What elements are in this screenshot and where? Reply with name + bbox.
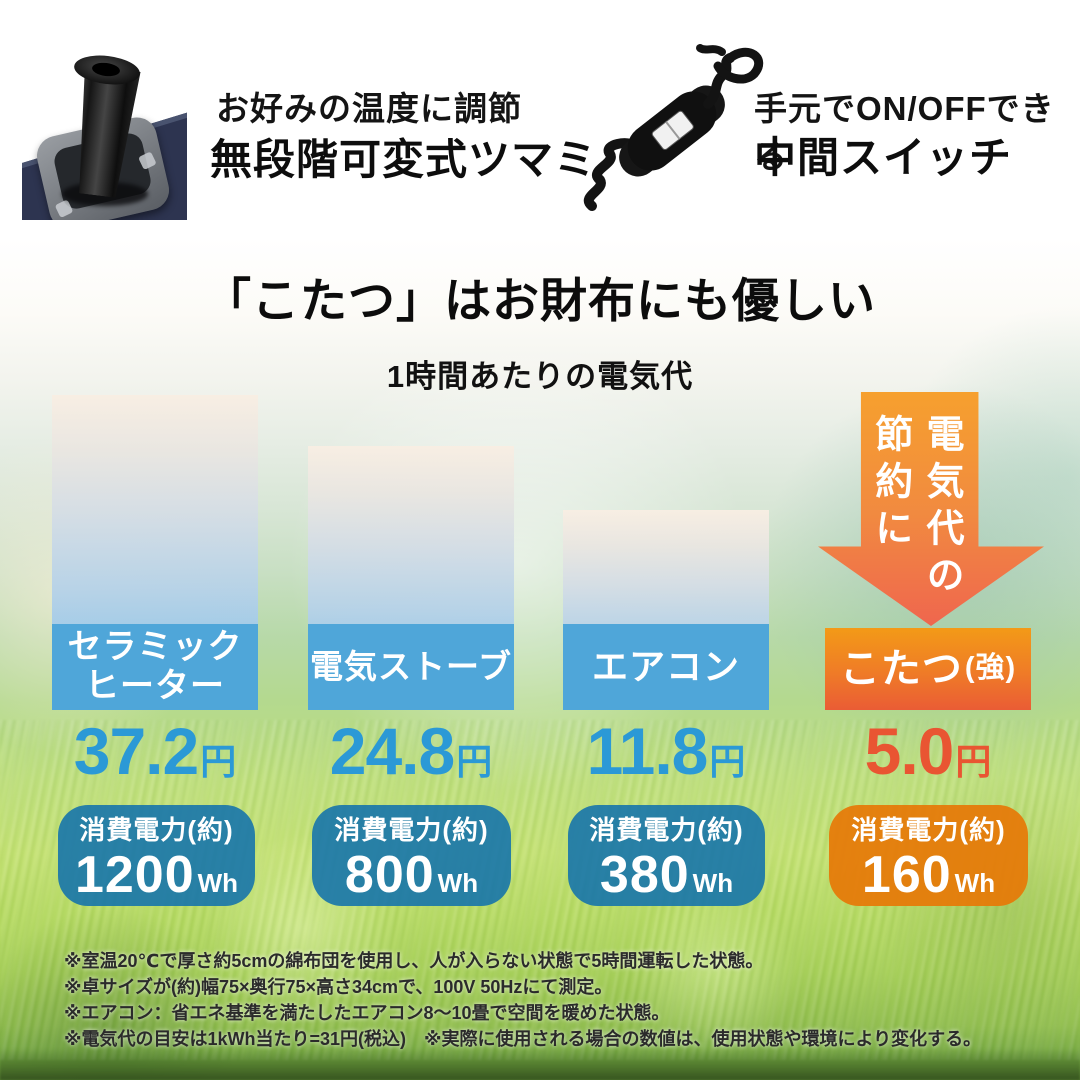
price-electric-stove: 24.8円 (281, 718, 541, 784)
price-ceramic-heater: 37.2円 (25, 718, 285, 784)
power-badge-electric-stove: 消費電力(約) 800 Wh (312, 805, 511, 906)
price-unit: 円 (200, 741, 237, 782)
page-title: 「こたつ」はお財布にも優しい (204, 274, 876, 327)
power-badge-ceramic-heater: 消費電力(約) 1200 Wh (58, 805, 255, 906)
power-value: 800 (344, 846, 435, 904)
category-label-air-conditioner: エアコン (563, 624, 769, 710)
category-label-kotatsu: こたつ (強) (825, 628, 1031, 710)
power-unit: Wh (954, 868, 996, 898)
footnote-line: ※卓サイズが(約)幅75×奥行75×高さ34cmで、100V 50Hzにて測定。 (64, 977, 613, 997)
price-value: 24.8 (329, 714, 455, 788)
footnote-line: ※エアコン：省エネ基準を満たしたエアコン8～10畳で空間を暖めた状態。 (64, 1003, 670, 1023)
switch-feature-caption: 手元でON/OFFできる (754, 90, 1055, 175)
price-unit: 円 (955, 741, 992, 782)
bottom-grass-shadow (0, 1048, 1080, 1080)
category-label-suffix: (強) (964, 652, 1017, 685)
power-badge-air-conditioner: 消費電力(約) 380 Wh (568, 805, 765, 906)
price-unit: 円 (709, 741, 746, 782)
category-label-text: 電気ストーブ (309, 648, 513, 686)
knob-feature-title: 無段階可変式ツマミ (210, 136, 598, 183)
power-label: 消費電力(約) (589, 815, 744, 845)
category-label-text: セラミック (67, 627, 243, 666)
savings-annotation-line2: 節約に (868, 414, 911, 555)
power-badge-kotatsu: 消費電力(約) 160 Wh (829, 805, 1028, 906)
power-unit: Wh (692, 868, 734, 898)
footnotes: ※室温20℃で厚さ約5cmの綿布団を使用し、人が入らない状態で5時間運転した状態… (64, 948, 1054, 1052)
savings-annotation-line1: 電気代の (920, 414, 962, 602)
power-unit: Wh (197, 868, 239, 898)
category-label-electric-stove: 電気ストーブ (308, 624, 514, 710)
price-kotatsu: 5.0円 (798, 718, 1058, 784)
category-label-text: ヒーター (85, 667, 225, 705)
category-label-text: エアコン (591, 646, 740, 688)
switch-feature-title: 中間スイッチ (754, 134, 1013, 181)
power-value: 160 (861, 846, 952, 904)
power-value: 1200 (74, 846, 195, 904)
power-value: 380 (599, 846, 690, 904)
power-unit: Wh (437, 868, 479, 898)
footnote-line: ※室温20℃で厚さ約5cmの綿布団を使用し、人が入らない状態で5時間運転した状態… (64, 951, 764, 971)
power-label: 消費電力(約) (79, 815, 234, 845)
chart-subtitle: 1時間あたりの電気代 (386, 359, 694, 394)
knob-feature-caption: お好みの温度に調節 (216, 90, 522, 127)
price-unit: 円 (456, 741, 493, 782)
price-value: 5.0 (864, 714, 955, 788)
power-label: 消費電力(約) (334, 815, 489, 845)
savings-annotation: 電気代の 節約に (850, 414, 966, 644)
category-label-ceramic-heater: セラミック ヒーター (52, 624, 258, 710)
footnote-line: ※電気代の目安は1kWh当たり=31円(税込) ※実際に使用される場合の数値は、… (64, 1029, 982, 1049)
temperature-knob-photo (22, 42, 187, 220)
inline-switch-photo (584, 44, 764, 211)
power-label: 消費電力(約) (851, 815, 1006, 845)
category-label-text: こたつ (839, 647, 963, 691)
price-air-conditioner: 11.8円 (536, 718, 796, 784)
price-value: 11.8 (586, 714, 709, 788)
price-value: 37.2 (73, 714, 199, 788)
